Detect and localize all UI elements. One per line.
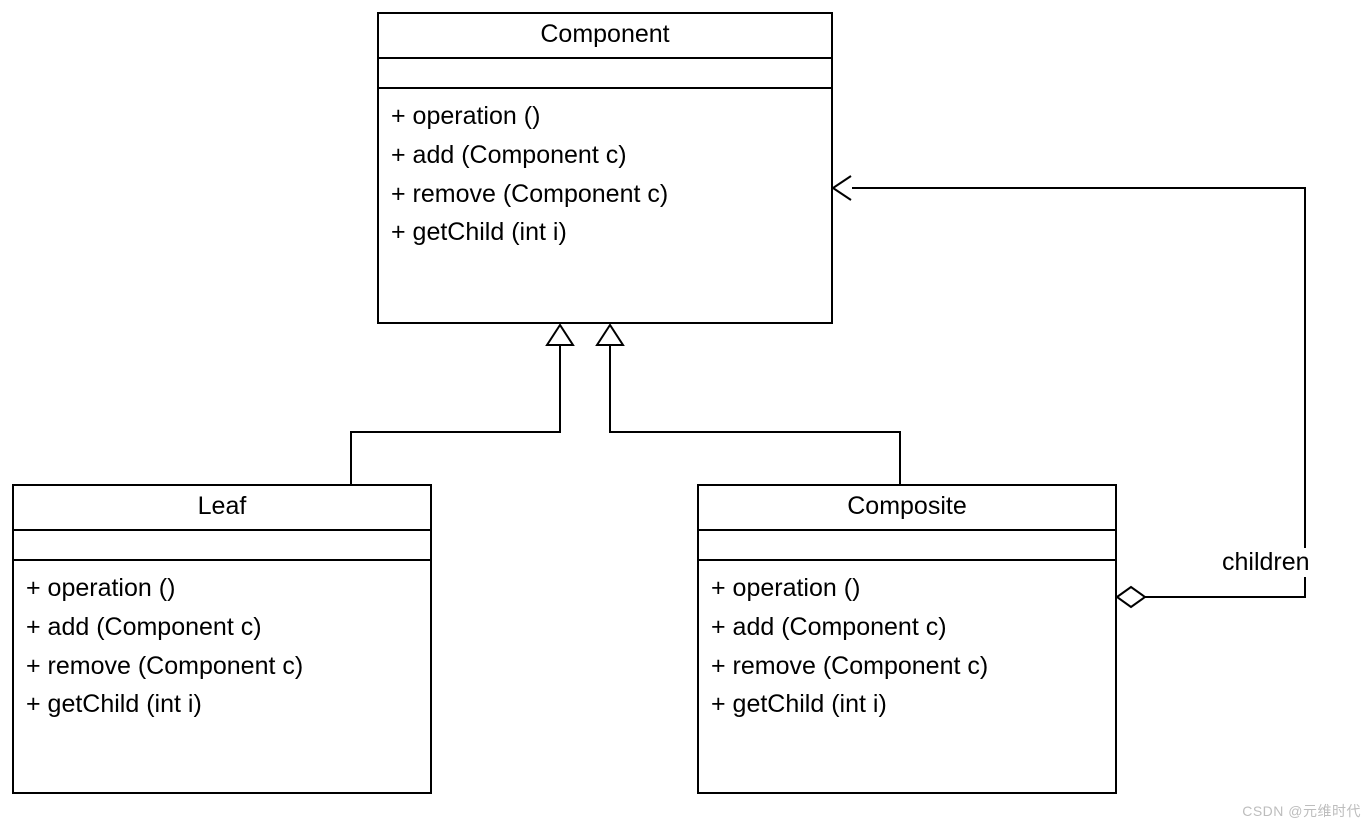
op: + operation () (391, 97, 819, 136)
op: + remove (Component c) (391, 175, 819, 214)
watermark: CSDN @元维时代 (1242, 801, 1361, 821)
class-composite-attrs (699, 531, 1115, 561)
class-component-name: Component (379, 14, 831, 59)
class-leaf-attrs (14, 531, 430, 561)
diagram-canvas: Component + operation () + add (Componen… (0, 0, 1371, 827)
op: + operation () (711, 569, 1103, 608)
op: + getChild (int i) (391, 213, 819, 252)
op: + add (Component c) (711, 608, 1103, 647)
op: + remove (Component c) (711, 647, 1103, 686)
op: + getChild (int i) (26, 685, 418, 724)
class-component-ops: + operation () + add (Component c) + rem… (379, 89, 831, 262)
op: + getChild (int i) (711, 685, 1103, 724)
class-composite-name: Composite (699, 486, 1115, 531)
op: + operation () (26, 569, 418, 608)
edge-composite-to-component (597, 325, 900, 484)
class-composite: Composite + operation () + add (Componen… (697, 484, 1117, 794)
class-leaf-ops: + operation () + add (Component c) + rem… (14, 561, 430, 734)
class-leaf-name: Leaf (14, 486, 430, 531)
edge-leaf-to-component (351, 325, 573, 484)
edge-label-children: children (1220, 548, 1312, 577)
op: + add (Component c) (26, 608, 418, 647)
class-leaf: Leaf + operation () + add (Component c) … (12, 484, 432, 794)
class-composite-ops: + operation () + add (Component c) + rem… (699, 561, 1115, 734)
op: + remove (Component c) (26, 647, 418, 686)
class-component: Component + operation () + add (Componen… (377, 12, 833, 324)
class-component-attrs (379, 59, 831, 89)
op: + add (Component c) (391, 136, 819, 175)
